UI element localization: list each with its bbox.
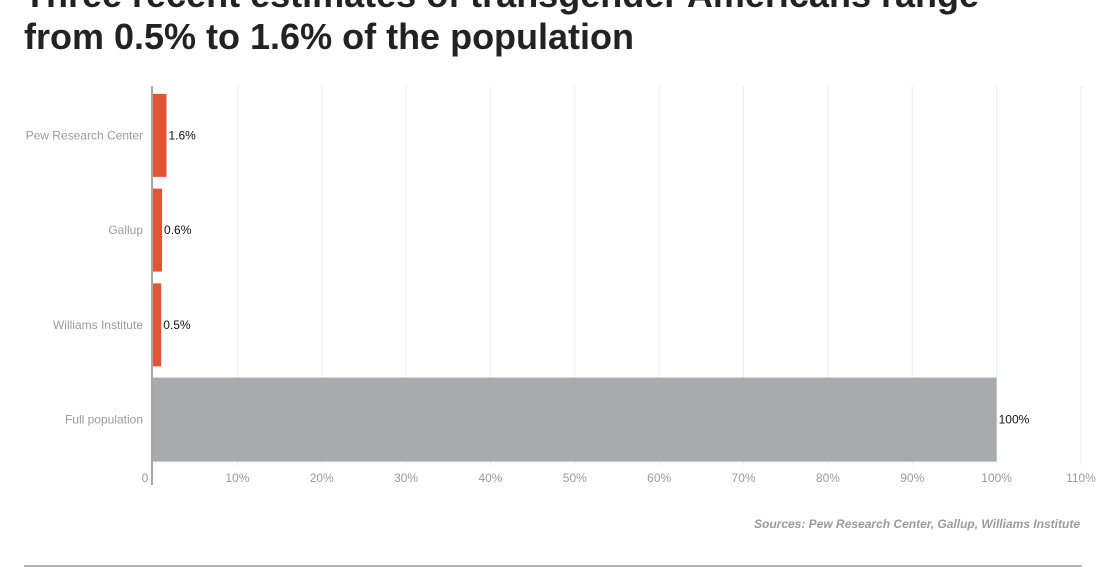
x-tick-label-30: 30% bbox=[394, 471, 418, 485]
bar-williams-institute bbox=[153, 283, 162, 367]
x-tick-label-90: 90% bbox=[900, 471, 924, 485]
bar-chart: 0 10% 20% 30% 40% 50% 60% 70% 80% 90% 100% 110% Pew … bbox=[26, 86, 1097, 485]
x-tick-label-0: 0 bbox=[142, 471, 149, 485]
x-tick-label-100: 100% bbox=[981, 471, 1012, 485]
data-label-2: 0.5% bbox=[163, 318, 191, 332]
source-note: Sources: Pew Research Center, Gallup, Wi… bbox=[754, 517, 1080, 531]
bar-pew-research-center bbox=[153, 93, 167, 177]
bottom-divider bbox=[24, 565, 1082, 567]
chart-title: Three recent estimates of transgender Am… bbox=[24, 0, 1084, 58]
data-label-1: 0.6% bbox=[164, 223, 192, 237]
category-label-0: Pew Research Center bbox=[26, 128, 143, 142]
x-tick-label-10: 10% bbox=[225, 471, 249, 485]
bars bbox=[153, 93, 997, 462]
bar-full-population bbox=[153, 377, 997, 462]
data-label-0: 1.6% bbox=[168, 128, 196, 142]
x-tick-label-20: 20% bbox=[310, 471, 334, 485]
x-tick-label-70: 70% bbox=[732, 471, 756, 485]
labels: 0 10% 20% 30% 40% 50% 60% 70% 80% 90% 100% 110% Pew … bbox=[26, 128, 1097, 485]
x-tick-label-110: 110% bbox=[1066, 471, 1096, 485]
x-tick-label-50: 50% bbox=[563, 471, 587, 485]
category-label-1: Gallup bbox=[108, 223, 143, 237]
x-tick-label-60: 60% bbox=[647, 471, 671, 485]
chart-title-line-2: from 0.5% to 1.6% of the population bbox=[24, 16, 635, 57]
x-tick-label-80: 80% bbox=[816, 471, 840, 485]
category-label-2: Williams Institute bbox=[53, 318, 143, 332]
chart-title-line-1: Three recent estimates of transgender Am… bbox=[24, 0, 1084, 16]
bar-gallup bbox=[153, 188, 163, 272]
data-label-3: 100% bbox=[999, 413, 1030, 427]
category-label-3: Full population bbox=[65, 413, 143, 427]
x-tick-label-40: 40% bbox=[478, 471, 502, 485]
